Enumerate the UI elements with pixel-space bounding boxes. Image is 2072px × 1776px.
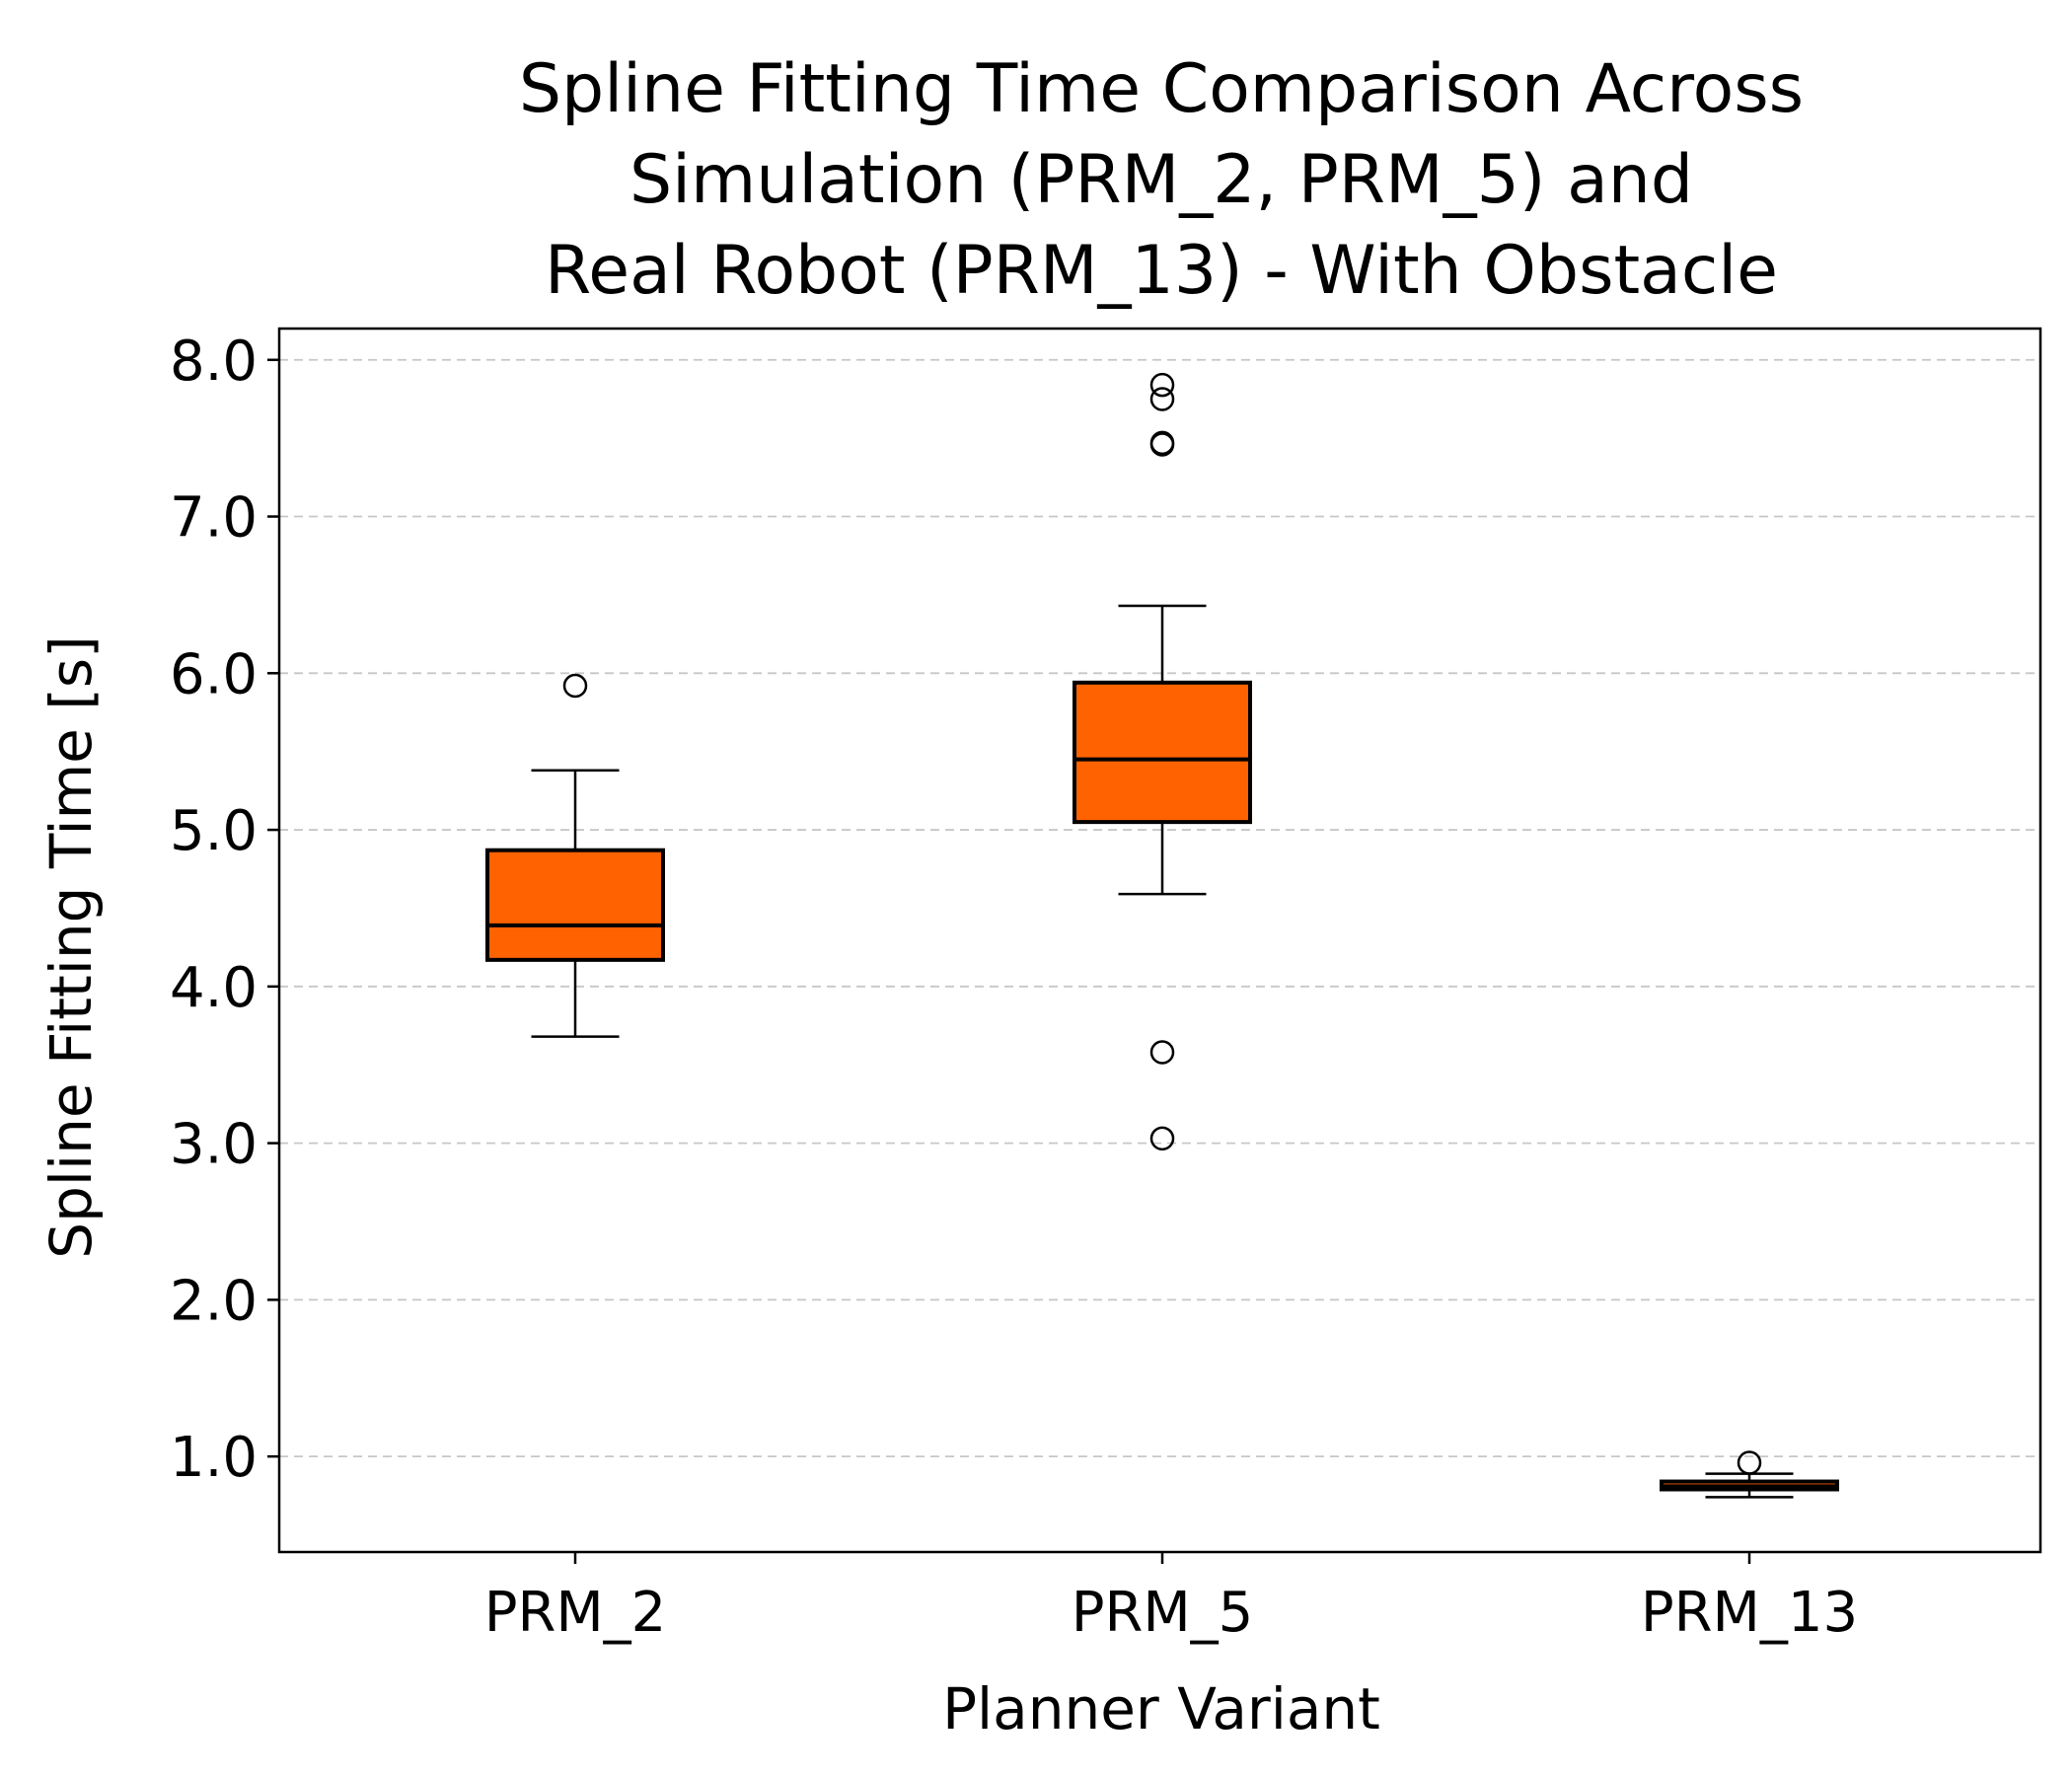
y-tick-label-3: 4.0 — [170, 956, 258, 1020]
chart-title-line-2: Simulation (PRM_2, PRM_5) and — [629, 141, 1693, 219]
chart-title: Spline Fitting Time Comparison Across Si… — [519, 50, 1804, 310]
y-axis-ticks: 1.0 2.0 3.0 4.0 5.0 6.0 7.0 8.0 — [170, 330, 279, 1490]
box-PRM_2 — [485, 673, 665, 1038]
y-tick-label-2: 3.0 — [170, 1113, 258, 1177]
y-tick-label-1: 2.0 — [170, 1269, 258, 1333]
outlier-point-5 — [1149, 1126, 1175, 1151]
y-axis-label: Spline Fitting Time [s] — [37, 635, 105, 1258]
y-tick-label-7: 8.0 — [170, 330, 258, 394]
outlier-point-3 — [1149, 432, 1175, 457]
chart-title-line-3: Real Robot (PRM_13) - With Obstacle — [545, 232, 1778, 310]
y-tick-label-4: 5.0 — [170, 799, 258, 863]
x-axis-label: Planner Variant — [942, 1675, 1380, 1742]
box-iqr — [1073, 680, 1252, 825]
outlier-point-0 — [562, 673, 588, 699]
x-axis-ticks: PRM_2 PRM_5 PRM_13 — [484, 1552, 1858, 1645]
outlier-point-4 — [1149, 1040, 1175, 1065]
y-tick-label-0: 1.0 — [170, 1426, 258, 1490]
outlier-point-0 — [1737, 1450, 1762, 1475]
outlier-point-1 — [1149, 387, 1175, 411]
outlier-point-0 — [1149, 372, 1175, 398]
box-iqr — [485, 848, 665, 962]
x-tick-label-1: PRM_5 — [1072, 1581, 1254, 1645]
x-tick-label-2: PRM_13 — [1641, 1581, 1858, 1645]
box-PRM_13 — [1660, 1450, 1839, 1499]
box-series — [485, 372, 1839, 1499]
chart-title-line-1: Spline Fitting Time Comparison Across — [519, 50, 1804, 128]
y-gridlines — [279, 358, 2040, 1458]
box-PRM_5 — [1073, 372, 1252, 1151]
plot-frame — [277, 327, 2042, 1554]
y-tick-label-5: 6.0 — [170, 642, 258, 706]
x-tick-label-0: PRM_2 — [484, 1581, 667, 1645]
y-tick-label-6: 7.0 — [170, 486, 258, 551]
